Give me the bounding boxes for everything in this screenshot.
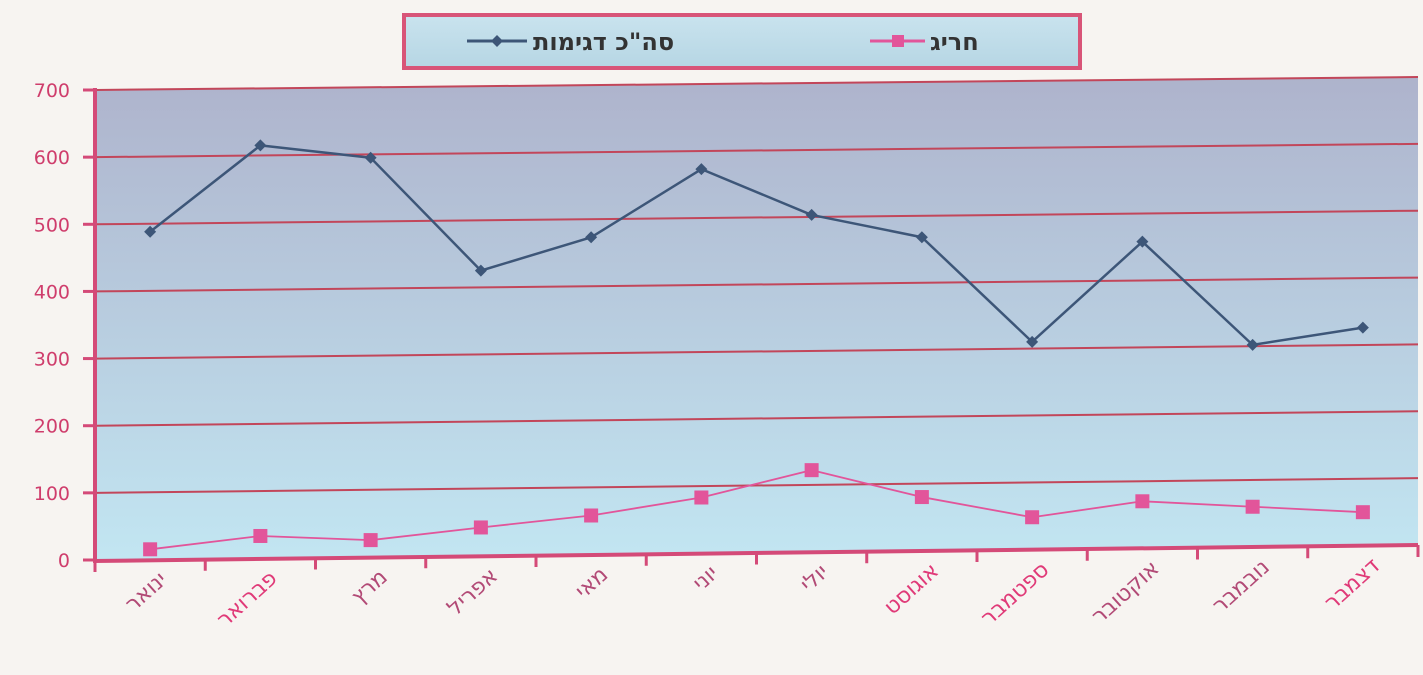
x-axis-category-labels: ינואר פברואר מרץ אפריל מאי יוני יולי אוגוסט ספטמ…	[121, 554, 1385, 633]
data-point-square	[694, 490, 709, 505]
gridline	[94, 410, 1419, 427]
data-point-square	[1025, 510, 1040, 525]
legend-label-total: סה"כ דגימות	[533, 28, 674, 56]
data-point-diamond	[474, 264, 487, 277]
data-point-diamond	[695, 163, 708, 176]
gridlines	[94, 76, 1419, 494]
x-category-label: ספטמבר	[976, 557, 1054, 631]
y-tick-label: 400	[34, 281, 70, 303]
y-tick-label: 600	[34, 147, 70, 169]
data-point-diamond	[585, 231, 598, 244]
gridline	[94, 76, 1419, 91]
data-point-diamond	[364, 151, 377, 164]
legend: סה"כ דגימות חריג	[402, 13, 1082, 70]
data-point-square	[473, 520, 488, 535]
data-point-diamond	[254, 139, 267, 152]
series-line	[150, 469, 1363, 551]
x-category-label: אוגוסט	[879, 559, 944, 621]
x-category-label: אפריל	[443, 564, 503, 622]
data-point-square	[584, 508, 599, 523]
legend-marker-total-icon	[491, 35, 503, 47]
y-axis-tick-labels: 0 100 200 300 400 500 600 700	[34, 80, 95, 572]
x-category-label: פברואר	[212, 566, 282, 633]
x-category-label: נובמבר	[1208, 555, 1275, 619]
data-point-diamond	[1356, 321, 1369, 334]
legend-label-exceptional: חריג	[930, 28, 979, 56]
data-point-square	[143, 542, 158, 557]
data-point-diamond	[805, 208, 818, 221]
data-point-diamond	[1026, 335, 1039, 348]
series-line	[149, 144, 1364, 347]
plot-area	[95, 77, 1418, 560]
gridline	[94, 209, 1419, 226]
gridline	[94, 477, 1419, 494]
gridline	[94, 276, 1419, 293]
x-category-label: מאי	[571, 562, 613, 604]
data-point-diamond	[1246, 338, 1259, 351]
data-point-square	[1135, 494, 1150, 509]
x-category-label: ינואר	[121, 567, 173, 617]
y-tick-label: 200	[34, 416, 70, 438]
y-tick-label: 700	[34, 80, 70, 102]
x-axis-ticks	[93, 545, 1420, 572]
data-point-square	[804, 463, 819, 478]
data-point-diamond	[915, 231, 928, 244]
x-category-label: אוקטובר	[1087, 556, 1164, 629]
x-category-label: יוני	[688, 561, 723, 596]
data-point-square	[253, 528, 268, 543]
series-exceptional	[143, 463, 1370, 557]
data-point-square	[914, 490, 929, 505]
data-point-square	[1355, 505, 1370, 520]
y-tick-label: 0	[58, 550, 70, 572]
x-category-label: יולי	[796, 560, 834, 598]
data-point-diamond	[1136, 235, 1149, 248]
x-category-label: מרץ	[347, 565, 393, 610]
data-point-square	[1245, 499, 1260, 514]
gridline	[94, 142, 1419, 159]
data-point-square	[363, 533, 378, 548]
y-tick-label: 500	[34, 214, 70, 236]
data-point-diamond	[144, 225, 157, 238]
series-total-samples	[144, 139, 1369, 351]
gridline	[94, 343, 1419, 360]
legend-marker-exceptional-icon	[892, 35, 904, 47]
y-tick-label: 100	[34, 483, 70, 505]
y-tick-label: 300	[34, 349, 70, 371]
x-category-label: דצמבר	[1320, 554, 1385, 616]
